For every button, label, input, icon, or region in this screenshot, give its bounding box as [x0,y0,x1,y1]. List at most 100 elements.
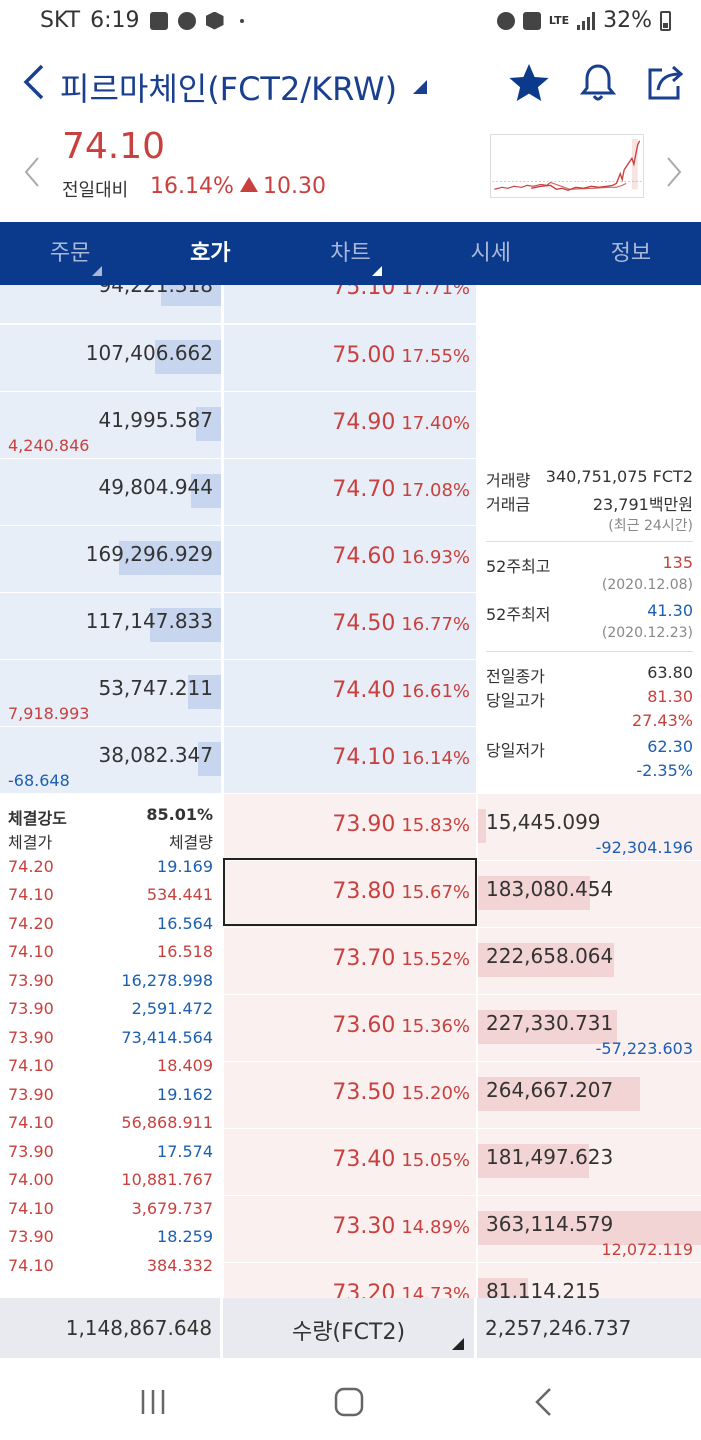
change-rate: 16.14% [150,174,234,199]
trade-row: 74.00 10,881.767 [8,1170,213,1189]
ask-quantity: 117,147.833 [85,609,213,633]
share-icon[interactable] [642,60,688,106]
bid-row[interactable]: 73.20 14.73% 81,114.215 [0,1263,701,1298]
trade-row: 74.10 3,679.737 [8,1199,213,1218]
ask-price: 75.10 17.71% [332,285,470,300]
period-note: (최근 24시간) [608,518,693,534]
ask-quantity: 169,296.929 [85,542,213,566]
unit-select[interactable]: 수량(FCT2) [223,1298,474,1358]
recent-apps-icon[interactable] [133,1382,173,1422]
order-book: 94,221.318 75.10 17.71% 107,406.662 75.00… [0,285,701,1298]
bid-row[interactable]: 73.30 14.89% 363,114.579 12,072.119 [0,1196,701,1262]
current-price-highlight [223,858,477,926]
alarm-bell-icon[interactable] [575,60,621,106]
carrier: SKT [40,8,81,33]
mini-price-chart[interactable] [490,134,644,198]
battery-level: 32% [603,8,652,33]
day-low-label: 당일저가 [486,741,545,760]
bid-price: 73.20 14.73% [332,1281,470,1298]
tab-info[interactable]: 정보 [610,241,652,266]
trade-row: 73.90 73,414.564 [8,1028,213,1047]
trade-row: 73.90 18.259 [8,1227,213,1246]
bid-quantity: 181,497.623 [486,1145,614,1169]
bid-row[interactable]: 73.50 15.20% 264,667.207 [0,1062,701,1128]
ask-row[interactable]: 117,147.833 74.50 16.77% [0,593,701,659]
low52-value: 41.30 [647,601,693,620]
ask-price: 74.70 17.08% [332,477,470,502]
ask-price: 74.60 16.93% [332,544,470,569]
bid-price: 73.70 15.52% [332,946,470,971]
trade-row: 73.90 16,278.998 [8,971,213,990]
day-high-pct: 27.43% [631,711,693,730]
app-header: 피르마체인(FCT2/KRW) [0,50,701,120]
ask-quantity: 49,804.944 [98,475,213,499]
ask-quantity: 107,406.662 [85,341,213,365]
ask-price: 74.90 17.40% [332,410,470,435]
trade-row: 73.90 17.574 [8,1142,213,1161]
bid-row[interactable]: 73.40 15.05% 181,497.623 [0,1129,701,1195]
change-label: 전일대비 [62,180,129,201]
low52-label: 52주최저 [486,605,551,624]
bid-quantity-change: -57,223.603 [595,1039,693,1058]
page-title[interactable]: 피르마체인(FCT2/KRW) [60,70,398,108]
ask-quantity: 38,082.347 [98,743,213,767]
ask-row[interactable]: 41,995.587 4,240.846 74.90 17.40% [0,392,701,458]
ask-price: 74.40 16.61% [332,678,470,703]
volume-label: 거래량 [486,471,531,490]
low52-date: (2020.12.23) [601,625,693,641]
bid-quantity-change: 12,072.119 [601,1240,693,1259]
tab-order[interactable]: 주문 [0,222,140,285]
trade-row: 74.10 56,868.911 [8,1113,213,1132]
tab-market-price[interactable]: 시세 [470,241,511,266]
home-icon[interactable] [329,1382,369,1422]
prev-coin-icon[interactable] [20,152,44,192]
trade-row: 73.90 2,591.472 [8,999,213,1018]
bid-row[interactable]: 73.70 15.52% 222,658.064 [0,928,701,994]
bid-quantity: 227,330.731 [486,1011,614,1035]
ask-quantity: 41,995.587 [98,408,213,432]
day-high-label: 당일고가 [486,691,545,710]
ask-row[interactable]: 53,747.211 7,918.993 74.40 16.61% [0,660,701,726]
clock: 6:19 [90,8,140,33]
back-icon[interactable] [525,1382,565,1422]
ask-row[interactable]: 94,221.318 75.10 17.71% [0,285,701,323]
bid-price: 73.80 15.67% [332,879,470,904]
bid-price: 73.90 15.83% [332,812,470,837]
alarm-icon [496,11,515,30]
high52-label: 52주최고 [486,557,551,576]
unit-dropdown-icon [451,1338,464,1350]
trade-price-header: 체결가 [8,833,53,852]
signal-icon [577,11,596,30]
gallery-icon [149,11,168,30]
bid-price: 73.50 15.20% [332,1080,470,1105]
app-icon [205,11,224,30]
lte-indicator: LTE [548,13,570,27]
bid-quantity: 15,445.099 [486,810,601,834]
bid-row[interactable]: 73.80 15.67% 183,080.454 [0,861,701,927]
current-price: 74.10 [62,126,166,167]
main-tabs: 주문 호가 차트 시세 정보 [0,222,701,285]
market-select-dropdown-icon[interactable] [413,80,427,94]
ask-row[interactable]: 107,406.662 75.00 17.55% [0,325,701,391]
next-coin-icon[interactable] [662,152,686,192]
tab-orderbook[interactable]: 호가 [140,222,383,285]
ask-price: 74.50 16.77% [332,611,470,636]
more-dot-icon [239,18,244,23]
high52-date: (2020.12.08) [601,577,693,593]
system-nav-bar [0,1358,701,1440]
bid-row[interactable]: 73.60 15.36% 227,330.731 -57,223.603 [0,995,701,1061]
back-arrow-icon[interactable] [18,62,58,102]
prev-close-value: 63.80 [647,663,693,682]
tab-corner-icon [92,266,102,276]
bid-quantity: 264,667.207 [486,1078,614,1102]
ask-price: 74.10 16.14% [332,745,470,770]
bid-quantity: 363,114.579 [486,1212,614,1236]
bid-row[interactable]: 73.90 15.83% 15,445.099 -92,304.196 [0,794,701,860]
tab-corner-icon [372,266,383,276]
favorite-star-icon[interactable] [506,60,552,106]
ask-row[interactable]: 49,804.944 74.70 17.08% [0,459,701,525]
trade-row: 74.10 384.332 [8,1256,213,1275]
ask-row[interactable]: 169,296.929 74.60 16.93% [0,526,701,592]
tab-chart[interactable]: 차트 [330,241,371,266]
ask-row[interactable]: 38,082.347 -68.648 74.10 16.14% [0,727,701,793]
